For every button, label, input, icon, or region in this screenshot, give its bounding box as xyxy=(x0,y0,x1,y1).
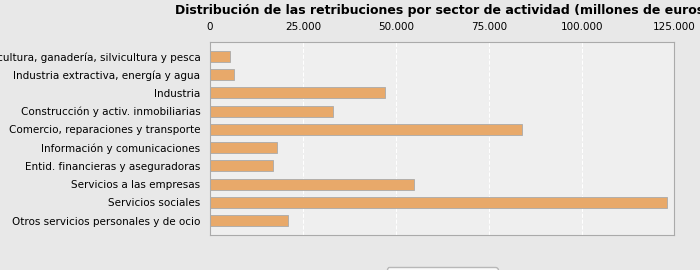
Bar xyxy=(210,215,288,226)
Legend: Retribuciones: Retribuciones xyxy=(387,268,498,270)
Bar xyxy=(210,87,384,99)
Bar xyxy=(210,106,332,117)
Bar xyxy=(210,160,273,171)
Bar xyxy=(210,142,277,153)
Bar xyxy=(210,197,667,208)
Bar xyxy=(210,124,522,135)
Bar xyxy=(210,69,235,80)
Title: Distribución de las retribuciones por sector de actividad (millones de euros): Distribución de las retribuciones por se… xyxy=(175,4,700,17)
Bar xyxy=(210,51,230,62)
Bar xyxy=(210,179,414,190)
